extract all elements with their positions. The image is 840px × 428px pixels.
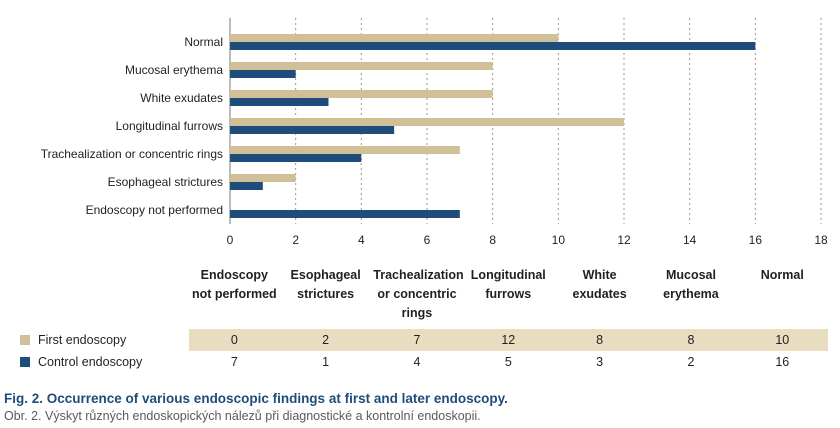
x-tick-label: 4 (358, 233, 365, 247)
category-label: Esophageal strictures (108, 175, 223, 189)
table-cell: 3 (596, 355, 604, 369)
category-label: Longitudinal furrows (116, 119, 223, 133)
column-header: Trachealization or concentric rings (373, 268, 464, 320)
series-label: First endoscopy (38, 333, 127, 347)
table-corner (14, 262, 189, 329)
column-header: Normal (760, 268, 804, 282)
table-cell: 2 (687, 355, 695, 369)
bar (230, 70, 296, 78)
table-header-row: Endoscopy not performed Esophageal stric… (14, 262, 828, 329)
x-tick-label: 14 (683, 233, 697, 247)
table-row-control-endoscopy: Control endoscopy 7 1 4 5 3 2 16 (14, 351, 828, 373)
category-label: Normal (184, 35, 223, 49)
category-label: Mucosal erythema (125, 63, 223, 77)
column-header: Esophageal strictures (290, 268, 361, 301)
table-cell: 5 (504, 355, 512, 369)
x-tick-label: 6 (424, 233, 431, 247)
bar (230, 174, 296, 182)
column-header: Mucosal erythema (663, 268, 719, 301)
x-tick-label: 2 (292, 233, 299, 247)
column-header: Longitudinal furrows (470, 268, 546, 301)
bar (230, 90, 493, 98)
category-label: White exudates (140, 91, 223, 105)
caption-subtitle: Obr. 2. Výskyt různých endoskopických ná… (4, 409, 481, 423)
table-cell: 7 (230, 355, 238, 369)
category-label: Endoscopy not performed (86, 203, 223, 217)
bar (230, 98, 329, 106)
x-tick-label: 0 (227, 233, 234, 247)
bar (230, 182, 263, 190)
x-tick-label: 8 (489, 233, 496, 247)
legend-swatch-first (20, 335, 30, 345)
category-label: Trachealization or concentric rings (41, 147, 223, 161)
series-label-cell: First endoscopy (14, 329, 189, 351)
table-cell: 7 (371, 329, 463, 351)
table-row-first-endoscopy: First endoscopy 0 2 7 12 8 8 10 (14, 329, 828, 351)
figure-caption: Fig. 2. Occurrence of various endoscopic… (4, 390, 508, 425)
bar (230, 154, 362, 162)
table-cell: 0 (188, 329, 280, 351)
bar (230, 146, 460, 154)
bar (230, 62, 493, 70)
table-cell: 8 (553, 329, 646, 351)
table-cell: 4 (413, 355, 421, 369)
legend-swatch-control (20, 357, 30, 367)
table-cell: 16 (775, 355, 790, 369)
bar (230, 118, 624, 126)
x-tick-label: 18 (814, 233, 828, 247)
bar-chart: Normal Mucosal erythema White exudates Long… (41, 18, 828, 247)
bar (230, 210, 460, 218)
series-label-cell: Control endoscopy (14, 351, 189, 373)
data-table: Endoscopy not performed Esophageal stric… (14, 262, 828, 373)
table-cell: 12 (462, 329, 554, 351)
bar (230, 42, 756, 50)
x-tick-label: 12 (617, 233, 631, 247)
bar (230, 34, 559, 42)
table-cell: 2 (279, 329, 372, 351)
table-cell: 8 (645, 329, 737, 351)
bar (230, 126, 395, 134)
x-tick-label: 10 (552, 233, 566, 247)
series-label: Control endoscopy (38, 355, 143, 369)
caption-title: Fig. 2. Occurrence of various endoscopic… (4, 391, 508, 406)
table-cell: 1 (322, 355, 330, 369)
x-tick-label: 16 (749, 233, 763, 247)
column-header: Endoscopy not performed (191, 268, 277, 301)
column-header: White exudates (572, 268, 627, 301)
table-cell: 10 (736, 329, 828, 351)
